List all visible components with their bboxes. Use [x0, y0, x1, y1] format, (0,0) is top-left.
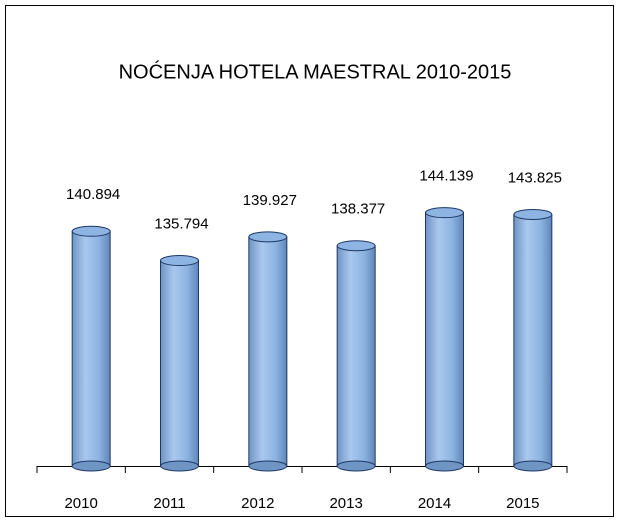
bar-top	[160, 255, 199, 267]
value-label: 135.794	[154, 216, 208, 233]
bar-base	[160, 460, 199, 472]
x-tick-label: 2013	[329, 495, 362, 512]
bar	[160, 260, 199, 467]
bar-top	[71, 225, 111, 237]
x-tick-label: 2010	[64, 495, 97, 512]
bar-top	[513, 208, 553, 220]
value-label: 139.927	[243, 192, 297, 209]
value-label: 143.825	[508, 169, 562, 186]
bar	[513, 213, 553, 467]
chart-title: NOĆENJA HOTELA MAESTRAL 2010-2015	[119, 60, 512, 83]
bar-base	[71, 460, 111, 472]
x-tick-label: 2012	[241, 495, 274, 512]
bar-base	[248, 460, 288, 472]
bar-base	[425, 460, 464, 472]
bar	[71, 230, 111, 467]
x-tick-label: 2011	[153, 495, 185, 512]
value-label: 144.139	[419, 168, 473, 185]
bar	[425, 212, 464, 467]
bar-top	[336, 240, 376, 252]
bar-top	[425, 207, 464, 219]
value-label: 138.377	[331, 201, 385, 218]
bar-top	[248, 231, 288, 243]
bar-base	[336, 460, 376, 472]
x-tick-label: 2015	[506, 495, 539, 512]
x-tick-label: 2014	[418, 495, 451, 512]
bar	[248, 236, 288, 467]
bar	[336, 245, 376, 467]
value-label: 140.894	[66, 186, 120, 203]
bar-base	[513, 460, 553, 472]
